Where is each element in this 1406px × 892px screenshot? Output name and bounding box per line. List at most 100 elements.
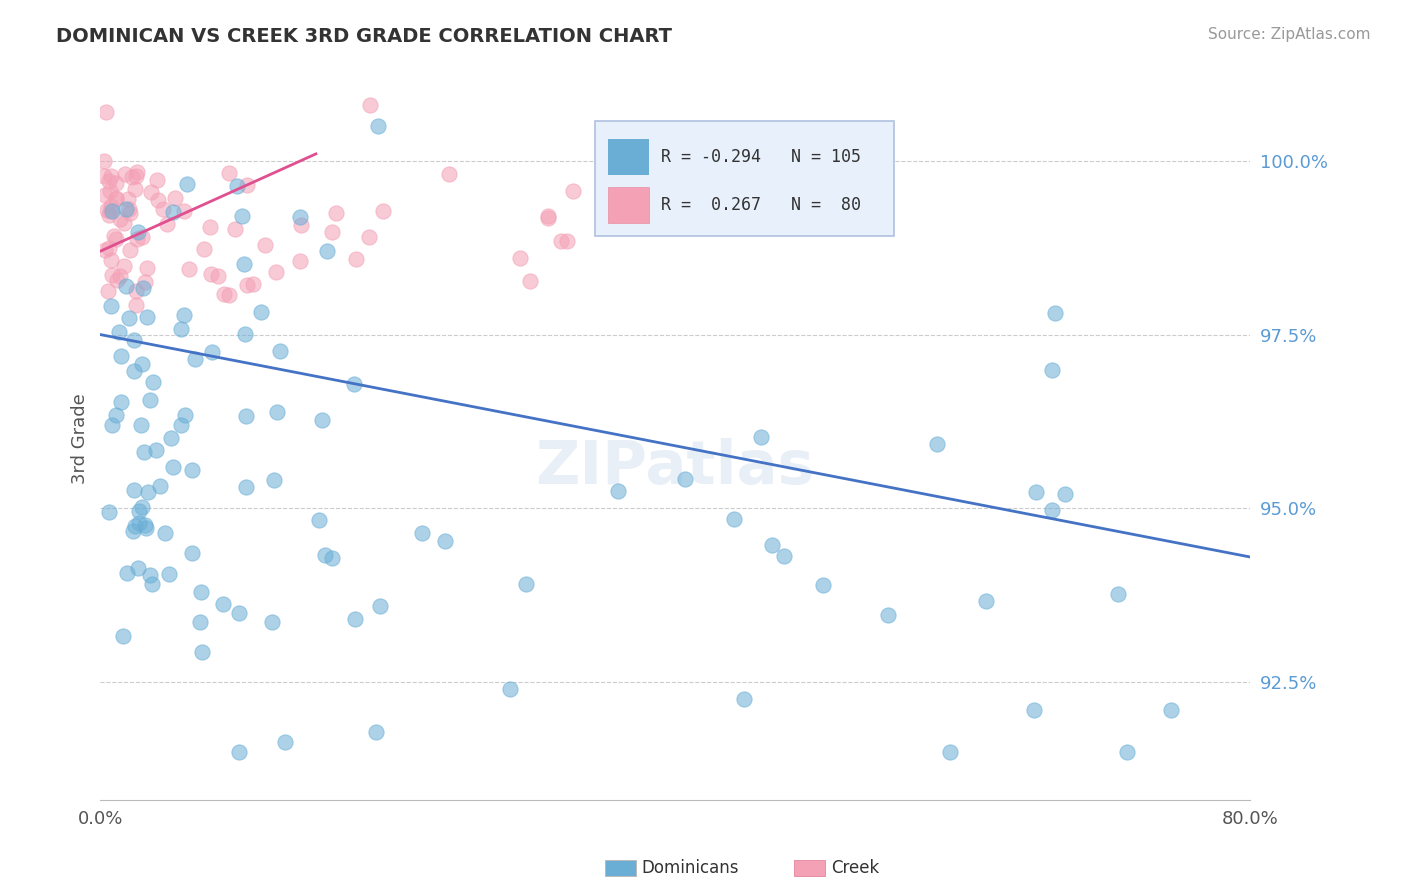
Point (93, 169, 115, 183)
Point (122, 364, 145, 378)
Point (125, 298, 148, 312)
Point (174, 408, 197, 422)
Point (371, 204, 394, 219)
FancyBboxPatch shape (609, 139, 648, 175)
Point (152, 202, 174, 217)
Text: R = -0.294   N = 105: R = -0.294 N = 105 (661, 148, 862, 166)
Point (101, 203, 124, 218)
Point (264, 265, 287, 279)
Point (1160, 703, 1182, 717)
Point (555, 234, 578, 248)
Point (236, 178, 259, 192)
Point (94, 105, 117, 120)
Point (190, 615, 212, 629)
Point (1022, 703, 1045, 717)
Point (100, 169, 122, 183)
Text: R =  0.267   N =  80: R = 0.267 N = 80 (661, 196, 862, 214)
Point (100, 299, 122, 313)
Point (115, 202, 138, 216)
Point (1040, 503, 1063, 517)
Point (128, 516, 150, 531)
Point (134, 518, 156, 533)
Point (364, 724, 387, 739)
Point (139, 186, 162, 200)
Point (288, 210, 311, 224)
Point (125, 284, 148, 298)
Point (110, 394, 132, 409)
Point (316, 244, 339, 259)
Text: DOMINICAN VS CREEK 3RD GRADE CORRELATION CHART: DOMINICAN VS CREEK 3RD GRADE CORRELATION… (56, 27, 672, 45)
Point (125, 169, 148, 183)
Point (321, 225, 343, 239)
Point (162, 205, 184, 219)
Point (254, 237, 277, 252)
Point (1116, 745, 1139, 759)
Point (118, 244, 141, 258)
Point (112, 259, 135, 273)
Point (561, 184, 583, 198)
Point (274, 735, 297, 749)
Point (155, 526, 177, 541)
Point (148, 193, 170, 207)
Point (183, 352, 205, 367)
Point (136, 260, 159, 275)
Point (94, 187, 117, 202)
Point (156, 218, 179, 232)
Point (114, 278, 136, 293)
Point (98, 204, 121, 219)
Point (269, 344, 291, 359)
Point (342, 377, 364, 392)
Point (108, 268, 131, 283)
Point (128, 504, 150, 518)
Point (939, 745, 962, 759)
Point (169, 418, 191, 433)
Point (602, 164, 624, 178)
Point (108, 325, 131, 339)
Point (105, 191, 128, 205)
Point (1025, 485, 1047, 500)
Point (121, 524, 143, 539)
Y-axis label: 3rd Grade: 3rd Grade (72, 393, 89, 484)
Point (537, 211, 560, 226)
Point (96, 202, 118, 217)
Point (235, 409, 257, 423)
Point (173, 204, 195, 219)
Point (311, 413, 333, 427)
Point (519, 274, 541, 288)
Point (207, 268, 229, 283)
Point (212, 597, 235, 611)
Point (761, 538, 783, 552)
Point (260, 615, 283, 630)
Point (200, 267, 222, 281)
Point (439, 167, 461, 181)
Text: Source: ZipAtlas.com: Source: ZipAtlas.com (1208, 27, 1371, 42)
Point (723, 512, 745, 526)
Point (266, 405, 288, 419)
Point (344, 612, 367, 626)
Point (101, 268, 124, 282)
Point (359, 98, 381, 112)
Point (190, 645, 212, 659)
Point (250, 305, 273, 319)
Point (1043, 306, 1066, 320)
Point (179, 262, 201, 277)
Point (100, 184, 122, 198)
Point (749, 430, 772, 444)
Point (97, 241, 120, 255)
Point (141, 576, 163, 591)
FancyBboxPatch shape (609, 187, 648, 223)
Point (118, 310, 141, 325)
Point (228, 745, 250, 759)
Point (876, 607, 898, 622)
Point (180, 463, 202, 477)
Point (98, 174, 121, 188)
Point (232, 257, 254, 271)
Point (112, 216, 135, 230)
Point (100, 253, 122, 268)
Point (110, 349, 132, 363)
Point (149, 479, 172, 493)
Point (93, 153, 115, 168)
Point (111, 629, 134, 643)
Point (135, 521, 157, 535)
Point (1040, 363, 1063, 377)
